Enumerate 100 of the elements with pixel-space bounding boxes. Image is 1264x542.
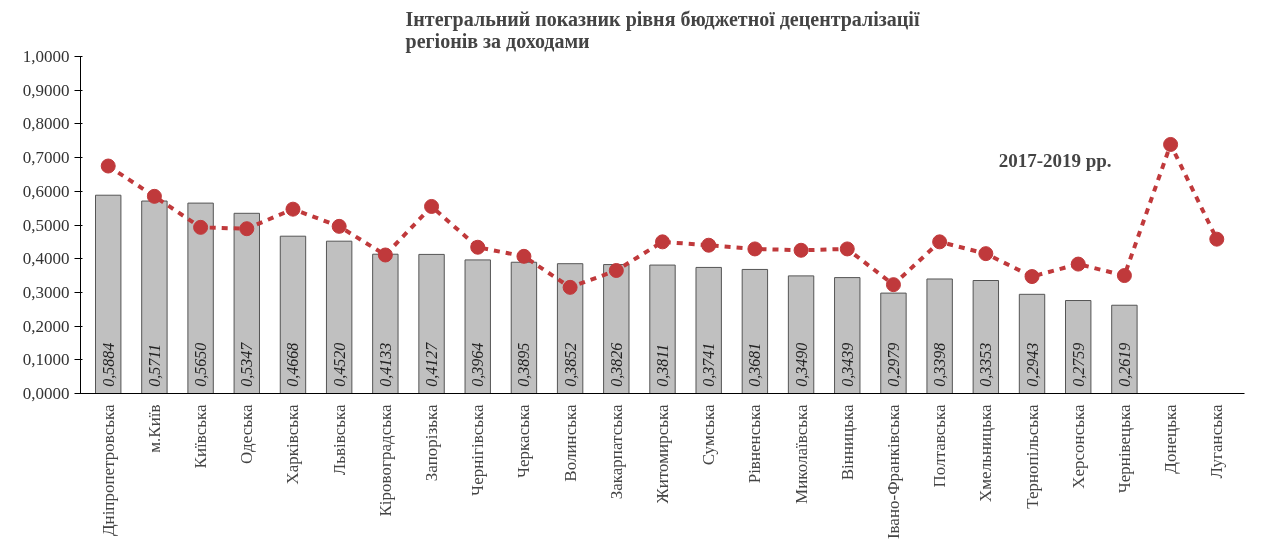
data-label: 0,4127: [423, 341, 441, 387]
data-label: 0,3741: [700, 342, 718, 387]
x-tick-label: Хмельницька: [976, 404, 996, 502]
data-label: 0,3439: [838, 342, 856, 387]
chart-title: Інтегральний показник рівня бюджетної децентралізації регіонів за доходами: [405, 7, 920, 53]
bar: [695, 266, 722, 394]
bar: [1065, 300, 1092, 394]
data-label: 0,3681: [746, 342, 764, 387]
bar: [279, 235, 307, 394]
y-tick-label: 0,1000: [22, 350, 70, 370]
y-tick-label: 0,3000: [22, 282, 70, 302]
point: [285, 201, 301, 217]
data-label: 0,3490: [792, 342, 810, 387]
x-tick-label: Запорізька: [422, 404, 442, 482]
point: [100, 158, 116, 174]
x-tick-label: Сумська: [699, 404, 719, 466]
y-tick-label: 0,8000: [22, 114, 70, 134]
data-label: 0,4520: [330, 342, 348, 387]
point: [978, 246, 994, 262]
data-label: 0,5884: [99, 342, 117, 387]
bar: [95, 194, 122, 394]
data-label: 0,2619: [1115, 342, 1133, 387]
bar: [834, 277, 861, 394]
y-tick-label: 1,0000: [22, 47, 70, 66]
point: [885, 277, 901, 293]
data-label: 0,3826: [607, 342, 625, 387]
data-label: 0,3852: [561, 342, 579, 387]
data-label: 0,3398: [931, 342, 949, 387]
data-label: 0,4668: [284, 342, 302, 387]
point: [1209, 231, 1225, 247]
point: [146, 188, 162, 204]
x-tick-label: Миколаївська: [791, 404, 811, 504]
data-label: 0,3811: [654, 343, 671, 387]
data-label: 0,3964: [469, 342, 487, 387]
point: [747, 241, 763, 257]
point: [655, 234, 670, 250]
x-tick-label: Харківська: [283, 404, 303, 485]
point: [331, 218, 347, 234]
data-label: 0,4133: [376, 342, 394, 387]
point: [424, 198, 440, 214]
data-label: 0,2979: [884, 342, 902, 387]
point: [1070, 256, 1086, 272]
data-label: 0,2759: [1069, 342, 1087, 387]
point: [377, 247, 393, 263]
bar: [880, 292, 907, 394]
data-label: 0,5347: [238, 341, 256, 387]
point: [1163, 136, 1179, 152]
x-tick-label: Херсонська: [1068, 404, 1088, 489]
x-tick-label: Дніпропетровська: [98, 404, 118, 537]
bar: [141, 200, 168, 394]
x-tick-label: Рівненська: [745, 404, 765, 484]
bar: [972, 280, 1000, 394]
bar: [187, 202, 214, 394]
point: [239, 221, 255, 237]
point: [932, 234, 948, 250]
point: [562, 279, 578, 295]
y-tick-label: 0,7000: [22, 148, 70, 168]
data-label: 0,5711: [145, 343, 163, 387]
bar: [926, 278, 953, 394]
x-tick-label: Полтавська: [930, 404, 950, 488]
x-tick-label: Вінницька: [837, 404, 857, 481]
point: [516, 248, 532, 264]
x-tick-label: Луганська: [1207, 404, 1227, 479]
y-tick-label: 0,9000: [22, 80, 70, 100]
y-tick-label: 0,0000: [22, 384, 70, 403]
x-tick-label: Волинська: [560, 404, 580, 482]
point: [793, 242, 809, 258]
x-tick-label: Чернівецька: [1114, 404, 1134, 494]
bar: [649, 264, 676, 394]
y-tick-label: 0,6000: [22, 181, 70, 201]
x-tick-label: Одеська: [237, 404, 257, 465]
bar: [372, 253, 399, 394]
y-tick-label: 0,4000: [22, 249, 70, 269]
x-tick-label: Житомирська: [653, 404, 672, 504]
point: [839, 241, 855, 257]
x-tick-label: Тернопільська: [1022, 404, 1042, 509]
x-tick-label: Чернігівська: [468, 404, 488, 496]
bar: [233, 212, 260, 394]
point: [1116, 268, 1132, 284]
x-tick-label: Івано-Франківська: [883, 404, 903, 540]
y-tick-label: 0,2000: [22, 316, 70, 336]
data-label: 0,5650: [192, 342, 210, 387]
data-label: 0,3895: [515, 342, 533, 387]
x-tick-label: Донецька: [1161, 404, 1181, 474]
x-tick-label: Закарпатська: [606, 404, 626, 500]
point: [701, 237, 717, 253]
x-tick-label: Київська: [191, 404, 211, 469]
point: [608, 263, 624, 278]
bar: [1111, 304, 1138, 394]
bar: [325, 240, 353, 394]
x-tick-label: Кіровоградська: [375, 404, 395, 517]
x-tick-label: Львівська: [329, 404, 349, 476]
bar: [741, 268, 769, 394]
point: [470, 239, 486, 255]
bar: [787, 275, 815, 394]
x-tick-label: Черкаська: [514, 404, 534, 478]
annotation: 2017-2019 рр.: [998, 150, 1112, 172]
x-tick-label: м.Київ: [144, 404, 164, 453]
bar: [464, 259, 491, 394]
data-label: 0,3353: [977, 342, 995, 387]
